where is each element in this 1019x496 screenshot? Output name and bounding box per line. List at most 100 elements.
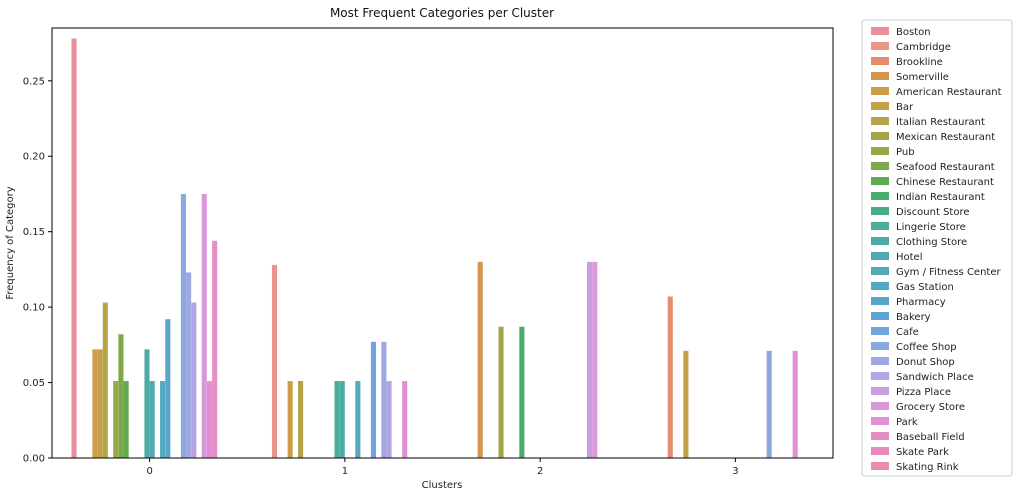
legend-swatch <box>871 147 889 155</box>
legend-swatch <box>871 462 889 470</box>
y-tick-label: 0.00 <box>23 454 45 465</box>
legend-label: Gas Station <box>896 282 954 293</box>
legend-label: Donut Shop <box>896 357 955 368</box>
bar <box>180 193 186 458</box>
bar <box>381 341 387 458</box>
bar <box>519 326 525 458</box>
bar <box>102 302 108 458</box>
bar <box>97 349 103 458</box>
bar <box>212 240 218 458</box>
bar <box>334 381 340 458</box>
bar <box>683 350 689 458</box>
legend-swatch <box>871 432 889 440</box>
legend-label: Hotel <box>896 252 923 263</box>
legend-swatch <box>871 117 889 125</box>
legend-swatch <box>871 357 889 365</box>
bar <box>386 381 392 458</box>
legend-swatch <box>871 72 889 80</box>
bar <box>201 193 207 458</box>
legend-label: Sandwich Place <box>896 372 974 383</box>
legend-label: Lingerie Store <box>896 222 966 233</box>
legend-swatch <box>871 87 889 95</box>
legend-swatch <box>871 342 889 350</box>
legend-swatch <box>871 252 889 260</box>
legend-label: Italian Restaurant <box>896 117 985 128</box>
legend-label: American Restaurant <box>896 87 1002 98</box>
legend-label: Seafood Restaurant <box>896 162 995 173</box>
legend-label: Park <box>896 417 918 428</box>
legend-swatch <box>871 237 889 245</box>
legend-frame <box>861 19 1013 477</box>
legend-swatch <box>871 177 889 185</box>
bar <box>370 341 377 458</box>
legend-swatch <box>871 312 889 320</box>
bar <box>355 381 361 458</box>
legend-swatch <box>871 402 889 410</box>
legend-swatch <box>871 207 889 215</box>
legend-swatch <box>871 447 889 455</box>
bar <box>92 349 98 458</box>
x-tick-label: 0 <box>146 466 152 477</box>
legend-swatch <box>871 267 889 275</box>
legend-label: Bar <box>896 102 914 113</box>
y-tick-label: 0.20 <box>23 152 45 163</box>
bar <box>271 264 278 458</box>
chart-title: Most Frequent Categories per Cluster <box>330 6 554 20</box>
bar <box>165 319 171 458</box>
legend-label: Boston <box>896 27 931 38</box>
bar <box>498 326 504 458</box>
legend-swatch <box>871 387 889 395</box>
bars-group <box>71 38 798 459</box>
bar <box>287 381 293 458</box>
legend-label: Pharmacy <box>896 297 946 308</box>
legend-label: Grocery Store <box>896 402 965 413</box>
bar <box>298 381 304 458</box>
y-tick-label: 0.15 <box>23 227 45 238</box>
legend-swatch <box>871 132 889 140</box>
bar <box>186 272 192 458</box>
bar <box>766 350 772 458</box>
legend-swatch <box>871 282 889 290</box>
legend-swatch <box>871 297 889 305</box>
bar <box>339 381 345 458</box>
legend-swatch <box>871 327 889 335</box>
plot-frame <box>51 27 834 459</box>
legend-label: Indian Restaurant <box>896 192 985 203</box>
legend-label: Skating Rink <box>896 462 959 473</box>
legend-label: Clothing Store <box>896 237 967 248</box>
legend-swatch <box>871 162 889 170</box>
y-tick-label: 0.10 <box>23 303 45 314</box>
x-axis-title: Clusters <box>422 480 463 491</box>
x-axis: 0 1 2 3 <box>146 458 739 477</box>
legend-swatch <box>871 222 889 230</box>
bar <box>792 350 798 458</box>
legend-swatch <box>871 102 889 110</box>
legend-label: Discount Store <box>896 207 970 218</box>
bar <box>206 381 212 458</box>
bar <box>118 334 124 458</box>
legend-swatch <box>871 417 889 425</box>
legend-label: Mexican Restaurant <box>896 132 995 143</box>
legend-label: Pizza Place <box>896 387 951 398</box>
legend-label: Gym / Fitness Center <box>896 267 1001 278</box>
legend-swatch <box>871 27 889 35</box>
legend-swatch <box>871 192 889 200</box>
legend-label: Pub <box>896 147 915 158</box>
legend-label: Brookline <box>896 57 943 68</box>
y-tick-label: 0.05 <box>23 378 45 389</box>
legend: Boston Cambridge Brookline Somerville Americ… <box>861 19 1013 477</box>
legend-label: Baseball Field <box>896 432 965 443</box>
legend-swatch <box>871 372 889 380</box>
x-tick-label: 1 <box>342 466 348 477</box>
bar <box>477 261 483 458</box>
y-axis: 0.00 0.05 0.10 0.15 0.20 0.25 <box>23 76 52 465</box>
x-tick-label: 2 <box>537 466 543 477</box>
bar <box>113 381 119 458</box>
bar <box>592 261 598 458</box>
bar <box>160 381 166 458</box>
legend-label: Skate Park <box>896 447 949 458</box>
legend-label: Chinese Restaurant <box>896 177 994 188</box>
y-axis-title: Frequency of Category <box>5 186 16 299</box>
legend-swatch <box>871 42 889 50</box>
